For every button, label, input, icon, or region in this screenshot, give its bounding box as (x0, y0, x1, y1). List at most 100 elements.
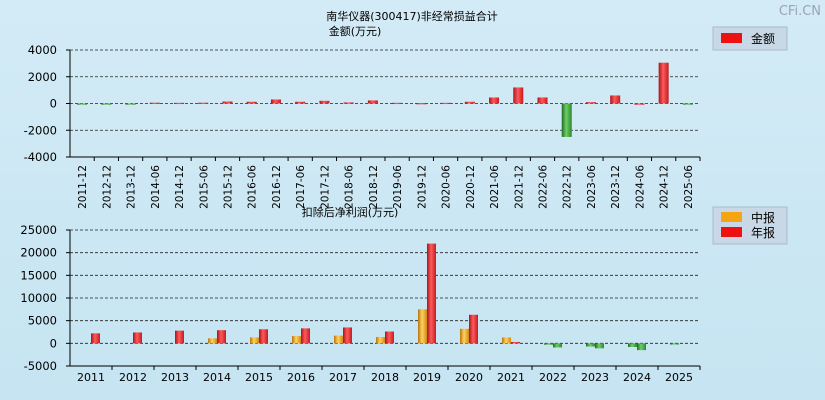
bar-中报-2017 (334, 335, 343, 344)
bar-年报-2011 (91, 333, 100, 344)
bar-金额-2017-12 (319, 100, 330, 104)
x-tick-label: 2021-06 (489, 165, 501, 209)
bar-金额-2014-06 (149, 102, 160, 104)
bar-年报-2017 (343, 327, 352, 344)
x-tick-label: 2022-06 (538, 165, 550, 209)
chart2-x-tick-labels: 2011 2012 2013 2014 2015 2016 2017 2018 2019 2020… (77, 371, 693, 384)
x-tick-label: 2017-06 (295, 165, 307, 209)
chart1-y-tick-labels: 4000 2000 0 -2000 -4000 (24, 43, 57, 164)
bar-年报-2022 (553, 343, 562, 348)
bar-金额-2024-06 (634, 103, 645, 105)
x-tick-label: 2024 (623, 371, 651, 384)
chart1-axes (66, 49, 701, 161)
legend-label-amount: 金额 (751, 31, 775, 46)
x-tick-label: 2021 (497, 371, 525, 384)
x-tick-label: 2023-06 (586, 165, 598, 209)
bar-金额-2016-06 (246, 101, 257, 104)
x-tick-label: 2012 (119, 371, 147, 384)
y-tick-label: 4000 (28, 43, 57, 57)
bar-金额-2015-06 (198, 102, 209, 104)
x-tick-label: 2015-06 (198, 165, 210, 209)
bar-年报-2018 (385, 331, 394, 344)
x-tick-label: 2011 (77, 371, 105, 384)
x-tick-label: 2020-06 (441, 165, 453, 209)
bar-年报-2019 (427, 243, 436, 344)
x-tick-label: 2015-12 (223, 165, 235, 209)
bar-金额-2021-12 (513, 87, 524, 104)
bar-金额-2019-12 (416, 103, 427, 105)
bar-年报-2016 (301, 328, 310, 344)
x-tick-label: 2025 (665, 371, 693, 384)
chart1-x-tick-labels: 2011-12 2012-12 2013-12 2014-06 2014-12 2015-… (77, 165, 695, 209)
bar-金额-2012-12 (101, 103, 112, 105)
chart-nonrecurring: 南华仪器(300417)非经常损益合计 金额(万元) 4000 2000 0 -200… (24, 9, 788, 209)
bar-金额-2023-06 (585, 102, 596, 104)
x-tick-label: 2022 (539, 371, 567, 384)
y-tick-label: 15000 (20, 268, 57, 282)
bar-金额-2021-06 (489, 97, 500, 104)
x-tick-label: 2018-06 (344, 165, 356, 209)
watermark: CFi.CN (779, 4, 821, 19)
bar-年报-2013 (175, 330, 184, 344)
y-tick-label: -4000 (24, 150, 57, 164)
bar-中报-2015 (250, 337, 259, 344)
x-tick-label: 2024-12 (659, 165, 671, 209)
bar-年报-2020 (469, 314, 478, 344)
bar-金额-2025-06 (682, 103, 693, 105)
x-tick-label: 2023 (581, 371, 609, 384)
x-tick-label: 2020 (455, 371, 483, 384)
x-tick-label: 2025-06 (683, 165, 695, 209)
chart2-bars (91, 243, 679, 351)
bar-年报-2024 (637, 343, 646, 351)
bar-金额-2022-06 (537, 97, 548, 104)
x-tick-label: 2019-12 (416, 165, 428, 209)
x-tick-label: 2017 (329, 371, 357, 384)
chart2-axes (66, 229, 701, 370)
bar-中报-2025 (670, 343, 679, 345)
x-tick-label: 2015 (245, 371, 273, 384)
bar-年报-2014 (217, 330, 226, 344)
bar-年报-2023 (595, 343, 604, 349)
x-tick-label: 2017-12 (319, 165, 331, 209)
bar-金额-2024-12 (658, 62, 669, 104)
bar-中报-2014 (208, 338, 217, 344)
bar-金额-2017-06 (295, 101, 306, 104)
bar-金额-2020-06 (440, 102, 451, 105)
x-tick-label: 2016 (287, 371, 315, 384)
x-tick-label: 2012-12 (101, 165, 113, 209)
legend-swatch-amount (721, 33, 742, 43)
chart2-gridlines (70, 229, 700, 344)
legend-swatch-interim (721, 212, 742, 222)
bar-金额-2015-12 (222, 101, 233, 104)
x-tick-label: 2023-12 (610, 165, 622, 209)
y-tick-label: 2000 (28, 70, 57, 84)
x-tick-label: 2018 (371, 371, 399, 384)
bar-金额-2013-12 (125, 103, 136, 105)
x-tick-label: 2014-12 (174, 165, 186, 209)
x-tick-label: 2019 (413, 371, 441, 384)
y-tick-label: -5000 (24, 359, 57, 373)
x-tick-label: 2021-12 (513, 165, 525, 209)
bar-金额-2020-12 (464, 101, 475, 104)
chart2-y-tick-labels: 25000 20000 15000 10000 5000 0 -5000 (20, 223, 57, 373)
bar-年报-2012 (133, 332, 142, 344)
x-tick-label: 2024-06 (634, 165, 646, 209)
y-tick-label: 0 (50, 336, 57, 350)
chart2-legend: 中报 年报 (712, 206, 788, 245)
bar-中报-2023 (586, 343, 595, 347)
x-tick-label: 2014 (203, 371, 231, 384)
x-tick-label: 2022-12 (562, 165, 574, 209)
y-tick-label: 5000 (28, 314, 57, 328)
bar-金额-2023-12 (610, 95, 621, 104)
x-tick-label: 2016-06 (247, 165, 259, 209)
bar-中报-2024 (628, 343, 637, 347)
legend-label-annual: 年报 (751, 225, 775, 240)
x-tick-label: 2016-12 (271, 165, 283, 209)
chart1-gridlines (70, 49, 700, 131)
bar-中报-2019 (418, 309, 427, 344)
chart-net-profit: 扣除后净利润(万元) 25000 20000 15000 10000 5000 0 -500… (20, 205, 788, 384)
x-tick-label: 2013 (161, 371, 189, 384)
chart1-subtitle: 金额(万元) (329, 24, 382, 38)
x-tick-label: 2020-12 (465, 165, 477, 209)
